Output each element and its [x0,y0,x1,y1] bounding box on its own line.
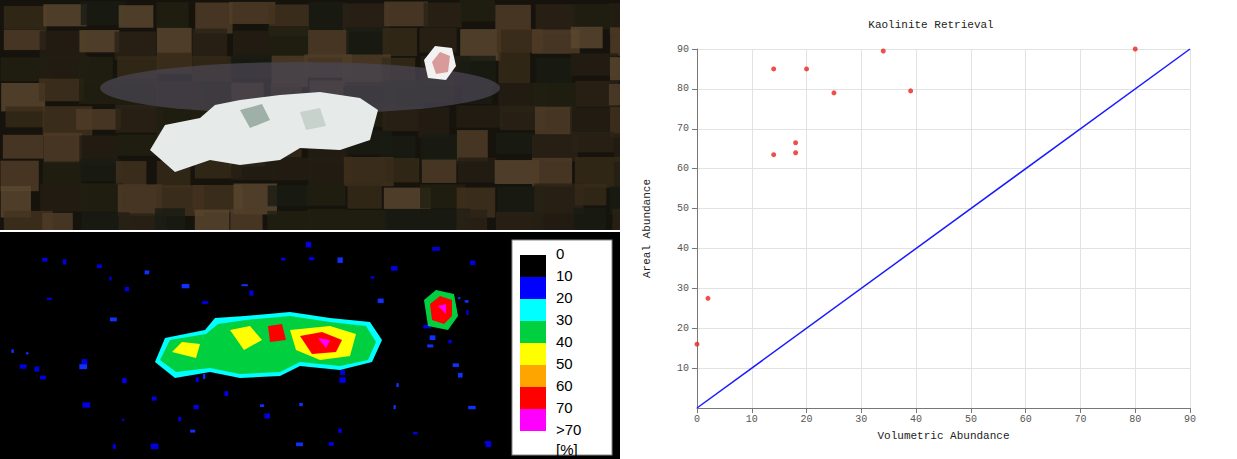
svg-text:90: 90 [1184,414,1196,425]
svg-text:20: 20 [677,323,689,334]
svg-text:90: 90 [677,44,689,55]
svg-text:40: 40 [910,414,922,425]
svg-text:70: 70 [1074,414,1086,425]
svg-text:70: 70 [556,399,573,416]
svg-text:30: 30 [556,311,573,328]
svg-text:60: 60 [1020,414,1032,425]
svg-text:50: 50 [965,414,977,425]
svg-text:30: 30 [677,283,689,294]
svg-text:60: 60 [556,377,573,394]
svg-text:80: 80 [1129,414,1141,425]
svg-text:70: 70 [677,123,689,134]
svg-text:[%]: [%] [556,441,578,458]
svg-text:0: 0 [556,245,564,262]
svg-text:60: 60 [677,163,689,174]
svg-text:Volumetric Abundance: Volumetric Abundance [877,430,1009,442]
svg-text:>70: >70 [556,421,581,438]
svg-text:10: 10 [746,414,758,425]
svg-text:80: 80 [677,83,689,94]
svg-text:50: 50 [556,355,573,372]
svg-text:20: 20 [556,289,573,306]
svg-text:20: 20 [801,414,813,425]
svg-text:30: 30 [855,414,867,425]
svg-text:10: 10 [556,267,573,284]
svg-text:Areal Abundance: Areal Abundance [641,179,653,278]
svg-text:10: 10 [677,363,689,374]
svg-text:Kaolinite Retrieval: Kaolinite Retrieval [868,19,993,31]
svg-text:40: 40 [556,333,573,350]
svg-text:50: 50 [677,203,689,214]
svg-text:40: 40 [677,243,689,254]
svg-text:0: 0 [694,414,700,425]
